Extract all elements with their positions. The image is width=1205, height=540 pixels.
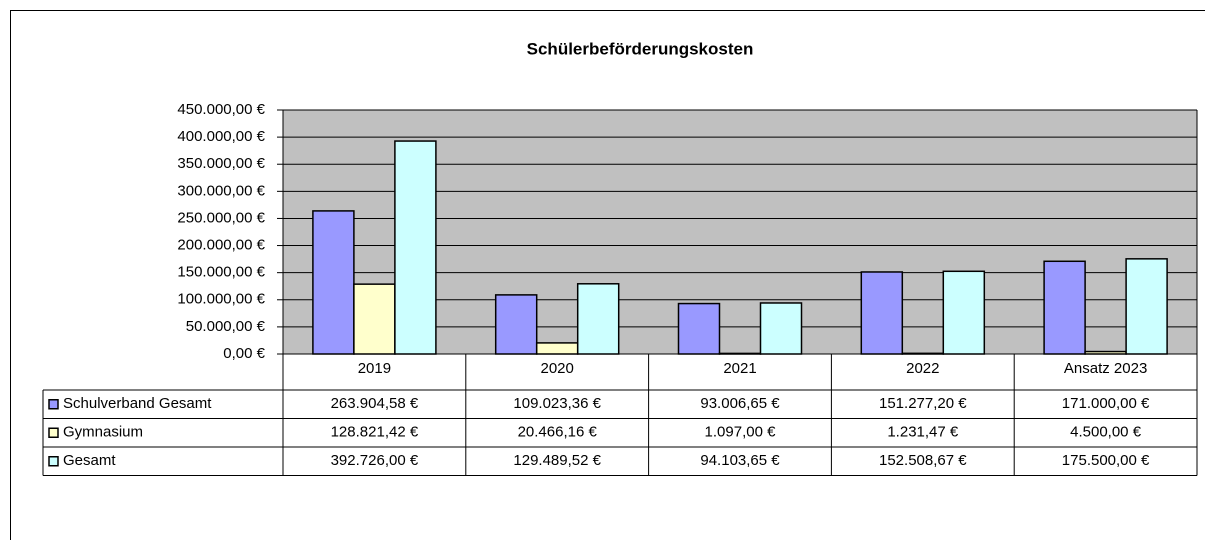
table-cell: 392.726,00 €: [331, 452, 419, 469]
bar: [1125, 258, 1168, 355]
table-cell: 94.103,65 €: [700, 452, 780, 469]
x-tick-label: Ansatz 2023: [1064, 360, 1147, 377]
bar: [353, 283, 396, 355]
y-tick-label: 50.000,00 €: [186, 318, 266, 335]
bar: [312, 210, 355, 355]
x-tick-label: 2019: [358, 360, 391, 377]
x-tick-label: 2022: [906, 360, 939, 377]
x-tick-label: 2021: [723, 360, 756, 377]
legend-label: Schulverband Gesamt: [63, 395, 212, 412]
x-tick-label: 2020: [541, 360, 574, 377]
y-tick-label: 150.000,00 €: [177, 264, 265, 281]
table-cell: 109.023,36 €: [513, 395, 601, 412]
table-cell: 128.821,42 €: [331, 424, 419, 441]
legend-label: Gesamt: [63, 452, 116, 469]
table-cell: 171.000,00 €: [1062, 395, 1150, 412]
table-cell: 263.904,58 €: [331, 395, 419, 412]
table-cell: 4.500,00 €: [1070, 424, 1142, 441]
table-cell: 151.277,20 €: [879, 395, 967, 412]
bar: [394, 140, 437, 355]
y-tick-label: 100.000,00 €: [177, 291, 265, 308]
y-tick-label: 200.000,00 €: [177, 237, 265, 254]
table-cell: 1.231,47 €: [887, 424, 959, 441]
legend-key: [48, 427, 59, 438]
table-cell: 129.489,52 €: [513, 452, 601, 469]
y-tick-label: 300.000,00 €: [177, 182, 265, 199]
y-tick-label: 350.000,00 €: [177, 155, 265, 172]
table-cell: 1.097,00 €: [705, 424, 777, 441]
table-cell: 93.006,65 €: [700, 395, 780, 412]
bar: [677, 302, 721, 355]
table-cell: 20.466,16 €: [518, 424, 598, 441]
legend-key: [48, 456, 59, 467]
y-tick-label: 450.000,00 €: [177, 101, 265, 118]
bar: [942, 270, 986, 355]
bar: [1043, 260, 1086, 355]
y-tick-label: 0,00 €: [223, 345, 265, 362]
chart-title: Schülerbeförderungskosten: [527, 39, 754, 58]
y-tick-label: 400.000,00 €: [177, 128, 265, 145]
bar: [535, 342, 579, 355]
legend-key: [48, 399, 59, 410]
table-cell: 152.508,67 €: [879, 452, 967, 469]
table-cell: 175.500,00 €: [1062, 452, 1150, 469]
bar: [576, 283, 620, 355]
y-tick-label: 250.000,00 €: [177, 209, 265, 226]
bar: [860, 271, 904, 355]
chart-frame: [10, 10, 1205, 540]
legend-label: Gymnasium: [63, 424, 143, 441]
bar: [494, 294, 538, 355]
bar: [759, 302, 803, 355]
